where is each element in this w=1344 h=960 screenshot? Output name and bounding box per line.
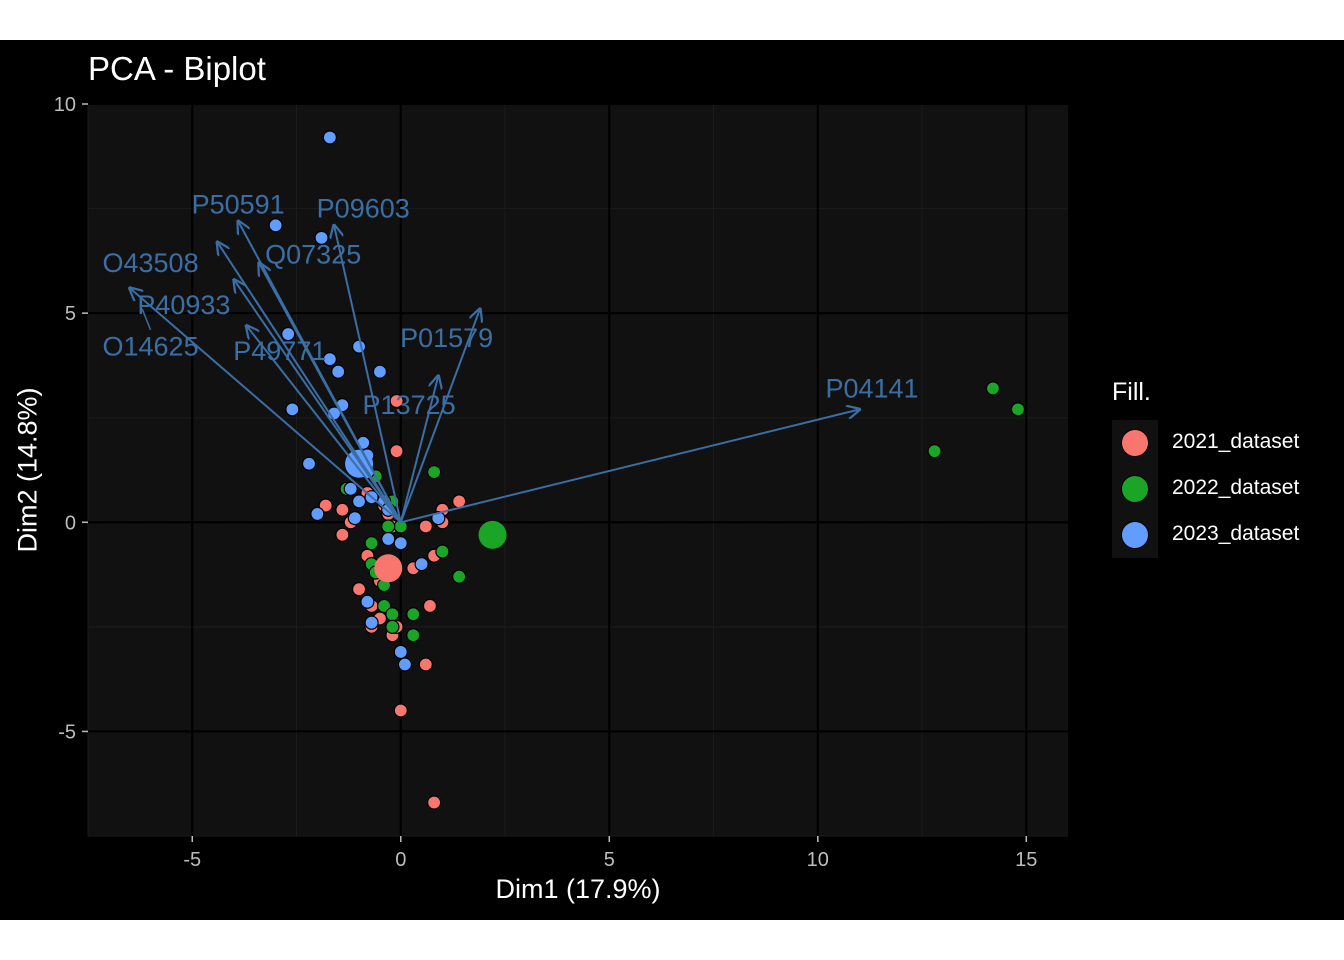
arrow-label-p49771: P49771: [233, 336, 326, 366]
y-tick-label: 5: [65, 303, 76, 325]
arrow-p09603: [334, 225, 402, 523]
point-2022: [364, 536, 379, 551]
point-2021: [393, 703, 408, 718]
legend-label-2023: 2023_dataset: [1172, 522, 1300, 545]
point-2022: [376, 598, 392, 614]
centroid-2021: [374, 554, 403, 583]
point-2021: [418, 657, 433, 672]
pca-biplot-chart: -5 0 5 10 15 -5 0 5 10 P50591 P09603 Q07325 O43508 P4…: [54, 94, 1068, 871]
legend-key-2022-dot: [1121, 475, 1149, 503]
arrow-p04141: [400, 409, 860, 524]
legend-title: Fill.: [1112, 378, 1151, 406]
x-tick-label: 10: [807, 849, 829, 871]
point-2022: [435, 544, 450, 559]
arrow-p49771: [246, 326, 402, 523]
point-2023: [393, 644, 408, 660]
figure-background: -5 0 5 10 15 -5 0 5 10 P50591 P09603 Q07325 O43508 P4…: [0, 40, 1344, 920]
point-2023: [351, 339, 367, 354]
arrow-label-p40933: P40933: [137, 290, 230, 320]
x-tick-label: 15: [1015, 849, 1037, 871]
point-2021: [351, 582, 367, 597]
x-axis-label: Dim1 (17.9%): [495, 874, 661, 904]
arrow-label-p13725: P13725: [363, 390, 456, 420]
legend-label-2022: 2022_dataset: [1172, 476, 1300, 499]
point-2023: [347, 511, 362, 526]
arrow-label-p04141: P04141: [825, 373, 918, 403]
point-2023: [322, 130, 337, 145]
arrow-label-o43508: O43508: [103, 248, 199, 278]
point-2023: [322, 352, 337, 367]
point-2023: [310, 506, 325, 522]
legend-item-2021: 2021_dataset: [1112, 420, 1342, 466]
arrow-q07325: [259, 263, 402, 523]
point-2021: [427, 795, 442, 810]
arrow-p13725: [399, 376, 439, 523]
point-2023: [285, 402, 300, 417]
point-2023: [343, 481, 358, 496]
point-2022: [927, 444, 942, 459]
arrow-label-p50591: P50591: [192, 189, 285, 219]
point-2023: [393, 536, 408, 551]
legend-label-2021: 2021_dataset: [1172, 430, 1300, 453]
legend-item-2023: 2023_dataset: [1112, 512, 1342, 558]
point-2022: [385, 619, 400, 634]
legend: Fill. 2021_dataset 2022_dataset 2023_dat…: [1112, 378, 1299, 558]
point-2022: [452, 569, 467, 584]
x-tick-label: 5: [604, 849, 615, 871]
arrow-p40933: [234, 280, 402, 523]
point-2021: [389, 393, 404, 409]
arrow-o43508: [217, 242, 402, 523]
point-2022: [1010, 402, 1026, 417]
point-2022: [427, 464, 442, 480]
arrow-label-p01579: P01579: [400, 323, 493, 353]
arrow-label-o14625: O14625: [103, 332, 199, 362]
legend-item-2022: 2022_dataset: [1112, 466, 1342, 512]
point-2023: [281, 326, 296, 342]
x-tick-label: 0: [395, 849, 406, 871]
y-tick-label: 10: [54, 94, 76, 116]
point-2021: [335, 502, 350, 517]
legend-key-2021-dot: [1121, 429, 1149, 457]
y-tick-label: 0: [65, 512, 76, 534]
y-axis-label: Dim2 (14.8%): [12, 387, 43, 553]
point-2022: [406, 628, 421, 643]
point-2021: [389, 444, 404, 459]
point-2022: [381, 519, 396, 534]
arrow-p01579: [399, 309, 480, 523]
legend-key-2023-dot: [1121, 521, 1149, 549]
point-2021: [422, 598, 438, 614]
arrow-label-p09603: P09603: [317, 194, 410, 224]
point-2023: [301, 456, 317, 471]
arrow-o14625: [130, 288, 402, 524]
plot-panel: [88, 104, 1068, 836]
arrow-label-q07325: Q07325: [265, 240, 361, 270]
point-2023: [360, 594, 375, 609]
label-connector-o14625: [141, 308, 152, 331]
point-2022: [385, 607, 400, 622]
point-2021: [335, 527, 350, 542]
point-2023: [331, 364, 346, 379]
point-2022: [406, 607, 421, 622]
y-tick-label: -5: [58, 721, 76, 743]
point-2023: [268, 218, 283, 233]
point-2023: [351, 494, 367, 509]
point-2023: [397, 657, 413, 672]
point-2022: [985, 381, 1001, 396]
point-2023: [372, 364, 388, 379]
point-2023: [381, 531, 396, 547]
chart-title: PCA - Biplot: [88, 50, 266, 87]
point-2023: [414, 557, 429, 572]
point-2023: [314, 230, 329, 245]
point-2021: [318, 498, 333, 513]
point-2023: [364, 615, 379, 630]
centroid-2022: [478, 520, 507, 549]
point-2021: [418, 519, 433, 534]
x-tick-label: -5: [183, 849, 201, 871]
